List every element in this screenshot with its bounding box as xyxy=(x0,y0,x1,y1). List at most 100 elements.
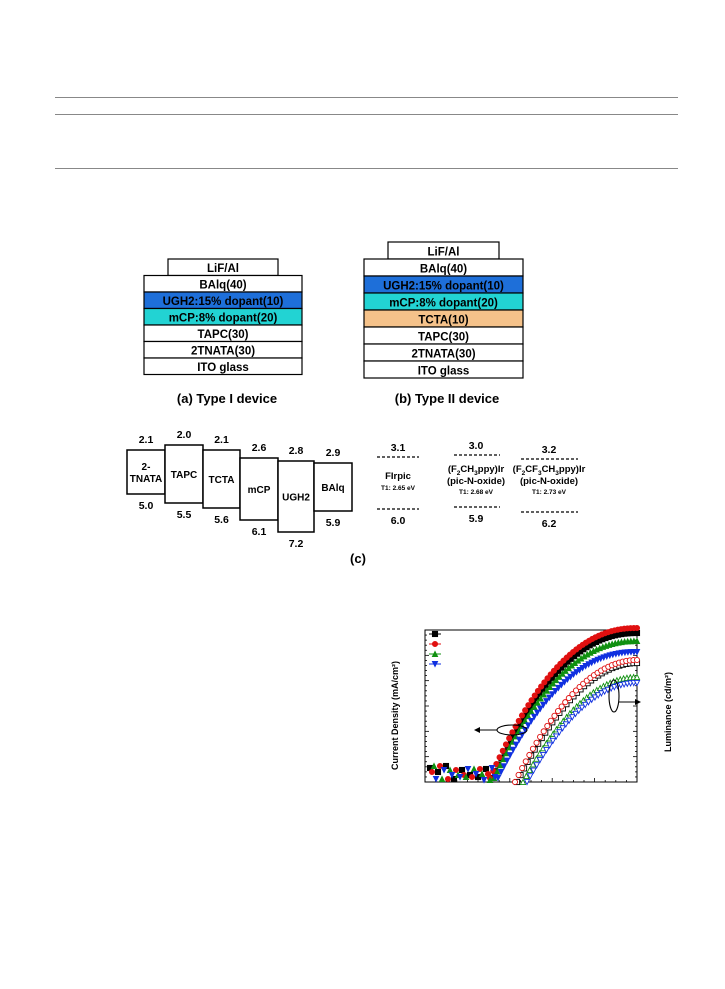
jd-point-0-7 xyxy=(482,765,490,773)
lum-point-0 xyxy=(623,660,630,667)
jd-point-2 xyxy=(633,637,641,645)
material-name-1: TAPC xyxy=(171,470,197,481)
jd-point-0 xyxy=(536,690,543,697)
b-layer-label-1: BAlq(40) xyxy=(420,264,467,276)
a-layer-label-4: TAPC(30) xyxy=(198,329,249,341)
lum-point-3 xyxy=(623,680,631,688)
jd-point-2 xyxy=(503,749,510,757)
a-layer-label-2: UGH2:15% dopant(10) xyxy=(163,296,284,308)
dopant-name-2: (F2CF3CH3ppy)Ir xyxy=(513,464,586,477)
lum-point-2 xyxy=(600,682,607,690)
dopant-lumo-2: 3.2 xyxy=(542,444,557,456)
jd-point-3 xyxy=(518,731,526,739)
jd-point-0 xyxy=(548,674,555,681)
lum-point-2 xyxy=(633,673,641,681)
jd-point-1 xyxy=(541,679,548,686)
jd-point-2 xyxy=(574,656,582,664)
lum-point-3 xyxy=(601,688,608,696)
jd-point-2 xyxy=(534,699,541,706)
jd-point-1 xyxy=(614,626,621,633)
lum-point-2 xyxy=(529,760,537,768)
dopant-triplet-1: T1: 2.68 eV xyxy=(459,489,494,496)
jd-point-3 xyxy=(603,653,611,660)
jd-point-1-1 xyxy=(436,762,444,770)
lum-point-1 xyxy=(630,657,637,664)
jd-point-3 xyxy=(500,763,508,770)
lum-point-1 xyxy=(544,722,551,730)
jd-point-3 xyxy=(609,651,617,659)
lum-point-2 xyxy=(590,688,597,696)
jd-arrow-head xyxy=(474,727,480,733)
jd-point-3 xyxy=(524,722,532,730)
jd-point-1 xyxy=(566,651,573,658)
lum-point-0 xyxy=(524,758,531,765)
b-layer-7 xyxy=(363,360,524,379)
jd-point-3 xyxy=(606,652,614,660)
jd-point-1 xyxy=(515,717,522,724)
jd-point-1-2 xyxy=(444,775,452,783)
homo-value-5: 5.9 xyxy=(326,517,341,529)
device-structure-figure: LiF/Al BAlq(40) UGH2:15% dopant(10) mCP:8% … xyxy=(126,241,586,566)
jd-point-2 xyxy=(506,743,513,751)
energy-box-4 xyxy=(277,460,315,533)
lum-point-1 xyxy=(511,778,519,786)
b-layer-label-3: mCP:8% dopant(20) xyxy=(389,298,498,310)
lum-point-3 xyxy=(546,742,553,750)
jd-ellipse xyxy=(496,724,528,736)
dopant-name-line2-2: (pic-N-oxide) xyxy=(520,476,578,487)
jd-point-3 xyxy=(594,656,602,664)
jd-point-3 xyxy=(585,661,592,668)
lum-point-2 xyxy=(563,713,570,721)
jd-point-1 xyxy=(522,707,529,714)
lum-point-2 xyxy=(610,677,617,685)
jd-point-1 xyxy=(573,646,580,653)
jd-point-0 xyxy=(561,661,568,668)
jd-point-1 xyxy=(633,624,641,632)
jd-point-3-0 xyxy=(432,775,440,783)
lum-point-0 xyxy=(626,660,633,667)
jd-point-2 xyxy=(605,641,613,648)
lumo-value-3: 2.6 xyxy=(252,442,267,454)
lum-point-1 xyxy=(601,665,608,672)
jd-point-3 xyxy=(561,679,568,686)
lum-point-2 xyxy=(559,717,567,725)
material-name-2: TCTA xyxy=(209,475,235,486)
jd-point-0 xyxy=(511,730,518,737)
jd-point-2 xyxy=(537,694,544,702)
lum-point-0 xyxy=(570,693,577,700)
jd-point-3 xyxy=(579,664,586,672)
jd-point-1 xyxy=(627,625,634,632)
jd-point-2 xyxy=(624,637,632,645)
jd-point-0 xyxy=(589,640,596,647)
jd-point-3 xyxy=(494,774,502,782)
jd-point-3 xyxy=(515,736,523,744)
jd-point-3 xyxy=(549,691,556,698)
jd-point-2 xyxy=(608,640,616,647)
lum-point-1 xyxy=(562,699,569,706)
jd-point-0 xyxy=(574,650,581,657)
homo-value-0: 5.0 xyxy=(139,500,154,512)
jd-point-2-0 xyxy=(430,762,438,770)
jd-point-0-0 xyxy=(426,764,434,772)
lum-point-3 xyxy=(572,710,579,718)
jd-point-1 xyxy=(496,754,503,761)
jd-point-0 xyxy=(608,633,615,640)
lum-point-0 xyxy=(556,709,563,716)
b-layer-label-7: ITO glass xyxy=(418,366,470,378)
jd-point-2-3 xyxy=(454,771,462,779)
jd-point-2 xyxy=(602,642,610,649)
jd-point-3 xyxy=(491,773,499,781)
lum-point-0 xyxy=(591,674,598,681)
lum-point-1 xyxy=(583,677,590,684)
jd-point-2-2 xyxy=(446,766,454,774)
lum-point-3 xyxy=(549,737,557,745)
lumo-value-5: 2.9 xyxy=(326,447,341,459)
material-name-4: UGH2 xyxy=(282,493,310,504)
jd-point-2 xyxy=(596,644,604,652)
lum-point-3 xyxy=(565,717,573,725)
lum-point-2 xyxy=(539,744,547,752)
lum-point-3 xyxy=(543,747,550,754)
lumo-value-2: 2.1 xyxy=(214,434,229,446)
lum-point-1 xyxy=(580,680,587,687)
jd-point-1-5 xyxy=(468,773,476,781)
